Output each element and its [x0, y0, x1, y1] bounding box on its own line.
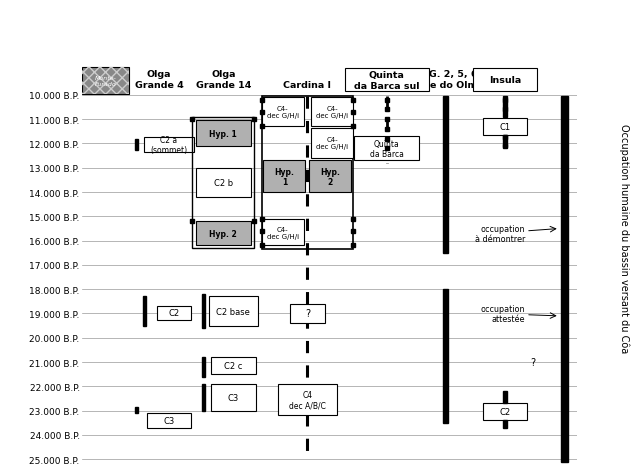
- Bar: [263, 161, 305, 193]
- Text: C4-
dec G/H/i: C4- dec G/H/i: [316, 106, 348, 119]
- Text: ?: ?: [305, 309, 310, 319]
- Bar: [82, 68, 129, 95]
- Bar: [483, 404, 527, 420]
- Bar: [561, 97, 568, 462]
- Bar: [503, 97, 507, 118]
- Text: Quinta
da Barca sul: Quinta da Barca sul: [354, 71, 419, 90]
- Bar: [196, 121, 250, 147]
- Bar: [157, 307, 191, 320]
- Text: Hyp.
1: Hyp. 1: [275, 167, 295, 187]
- Bar: [309, 161, 351, 193]
- Text: C2: C2: [169, 309, 179, 317]
- Text: C2 b: C2 b: [214, 178, 233, 188]
- Bar: [354, 137, 418, 161]
- Text: Occupation humaine du bassin versant du Côa: Occupation humaine du bassin versant du …: [619, 124, 630, 352]
- Bar: [143, 297, 146, 326]
- Text: Quinta
da Barca: Quinta da Barca: [370, 139, 403, 159]
- Bar: [503, 391, 507, 404]
- Bar: [443, 97, 448, 253]
- Text: ?: ?: [530, 357, 535, 367]
- Bar: [146, 413, 191, 428]
- Bar: [483, 119, 527, 136]
- Bar: [202, 357, 205, 377]
- Text: C4
dec A/B/C: C4 dec A/B/C: [289, 390, 326, 409]
- Text: occupation
attestée: occupation attestée: [481, 304, 525, 324]
- Bar: [311, 129, 353, 159]
- Text: Hyp.
2: Hyp. 2: [320, 167, 340, 187]
- Text: C4-
dec G/H/i: C4- dec G/H/i: [267, 106, 299, 119]
- Text: Olga
Grande 4: Olga Grande 4: [134, 70, 183, 89]
- Bar: [211, 357, 256, 375]
- Text: Insula: Insula: [489, 80, 521, 89]
- Bar: [262, 219, 304, 246]
- Bar: [193, 118, 254, 248]
- Text: Hyp. 1: Hyp. 1: [209, 129, 237, 139]
- Bar: [82, 68, 129, 95]
- Text: occupation
à démontrer: occupation à démontrer: [475, 224, 525, 244]
- Text: C3: C3: [164, 416, 174, 425]
- Text: C2 c: C2 c: [224, 361, 242, 370]
- Bar: [196, 222, 250, 246]
- Text: C4-
dec G/H/i: C4- dec G/H/i: [316, 137, 348, 150]
- Bar: [202, 384, 205, 411]
- Text: C2 a
(sommet): C2 a (sommet): [150, 136, 188, 155]
- Bar: [211, 384, 256, 411]
- Bar: [344, 69, 429, 92]
- Bar: [135, 139, 138, 150]
- Text: C3: C3: [228, 393, 239, 402]
- Bar: [196, 169, 250, 198]
- Bar: [503, 420, 507, 428]
- Text: Insula: Insula: [489, 76, 521, 85]
- Bar: [503, 136, 507, 148]
- Bar: [145, 138, 194, 153]
- Text: C4-
dec G/H/i: C4- dec G/H/i: [267, 226, 299, 239]
- Bar: [262, 98, 304, 127]
- Text: Monte-
Furado: Monte- Furado: [94, 76, 117, 87]
- Text: C2: C2: [500, 407, 511, 416]
- Text: Cardina I: Cardina I: [283, 80, 332, 89]
- Bar: [278, 384, 337, 416]
- Bar: [311, 98, 353, 127]
- Bar: [290, 304, 325, 324]
- Bar: [135, 407, 138, 413]
- Bar: [262, 97, 353, 249]
- Text: C1: C1: [500, 123, 511, 132]
- Bar: [443, 289, 448, 423]
- Text: Quinta
da Barca sul: Quinta da Barca sul: [354, 70, 419, 89]
- Text: Olga
Grande 14: Olga Grande 14: [196, 70, 251, 89]
- Bar: [473, 69, 538, 92]
- Bar: [202, 295, 205, 328]
- Text: C2 base: C2 base: [216, 307, 250, 316]
- Text: O. G. 2, 5, 6
fonte do Olmo: O. G. 2, 5, 6 fonte do Olmo: [408, 70, 484, 89]
- Bar: [209, 297, 258, 326]
- Text: Hyp. 2: Hyp. 2: [209, 229, 237, 238]
